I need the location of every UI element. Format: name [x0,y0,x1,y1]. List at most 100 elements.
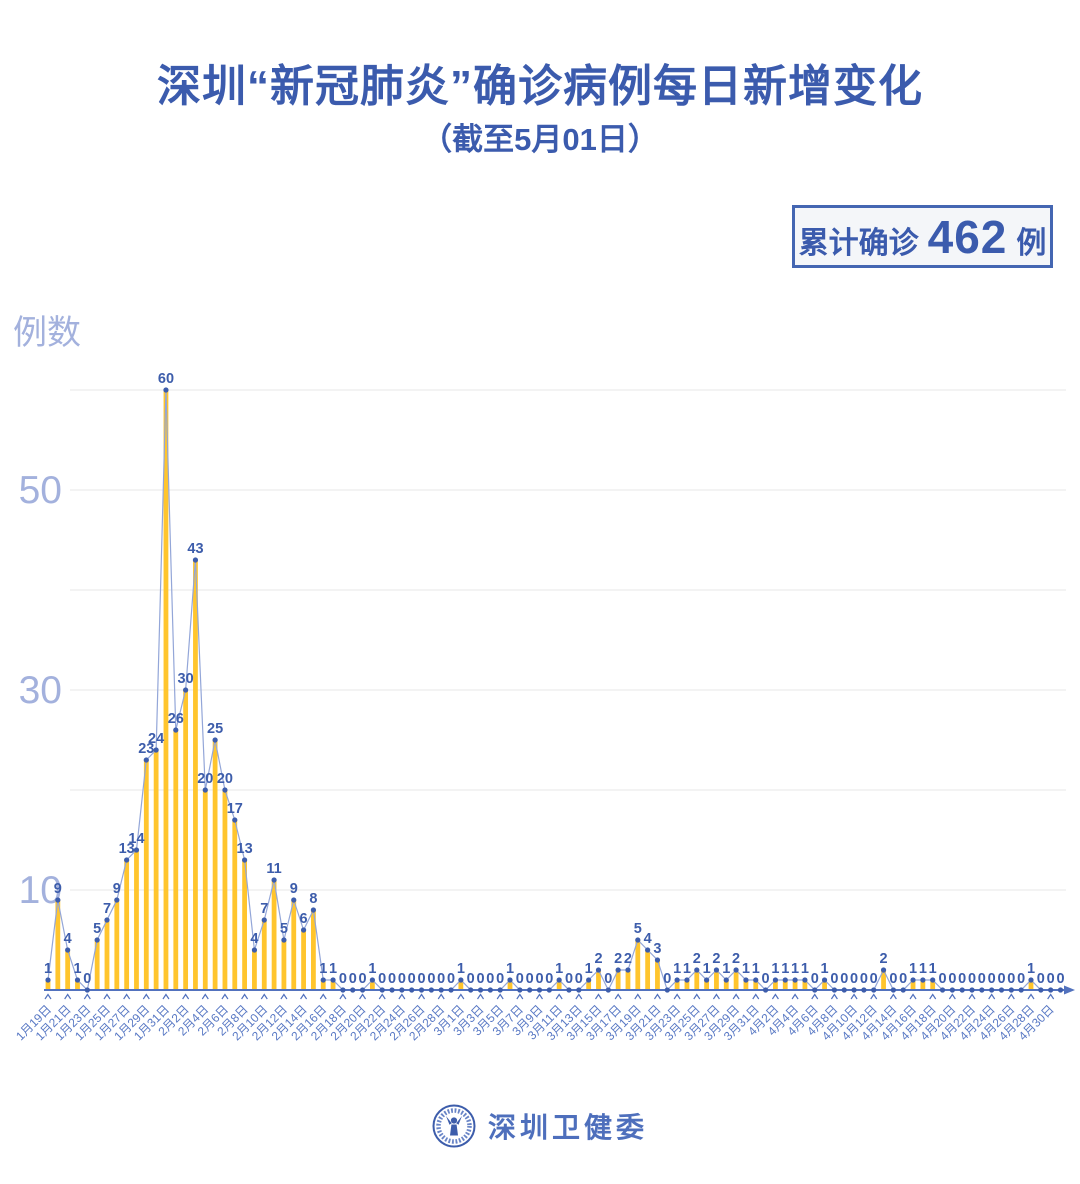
data-point [1057,987,1064,993]
bar [1028,980,1034,990]
data-point [487,987,493,993]
data-point [605,987,611,993]
value-label: 1 [329,961,337,977]
x-tick-caret-icon [673,993,681,1000]
value-label: 0 [830,971,838,987]
data-point [261,917,267,923]
value-label: 5 [280,921,288,937]
data-point [133,847,140,853]
data-point [340,987,346,993]
bar [173,730,179,990]
value-label: 2 [712,951,720,967]
value-label: 0 [663,971,671,987]
value-label: 2 [594,951,602,967]
bar [143,760,149,990]
x-tick-caret-icon [300,993,308,1000]
bar [65,950,71,990]
bar [596,970,601,990]
data-point [753,977,759,983]
bar [252,950,257,990]
x-tick-caret-icon [614,993,622,1000]
data-point [232,817,238,823]
data-point [281,937,287,943]
data-point [900,987,906,993]
x-tick-caret-icon [162,993,170,1000]
data-point [183,687,189,693]
data-point [880,967,887,973]
data-point [222,787,228,793]
bar [743,980,749,990]
data-point [114,897,120,903]
data-point [104,917,110,923]
data-point [851,987,857,993]
value-label: 1 [703,961,711,977]
data-point [507,977,513,983]
data-point [477,987,484,993]
x-tick-caret-icon [712,993,720,1000]
data-point [989,987,995,993]
data-point [939,987,946,993]
value-label: 8 [309,891,317,907]
bar [232,820,238,990]
bar [733,970,739,990]
data-point [704,977,710,983]
cumulative-badge-content: 累计确诊 462 例 [799,210,1047,264]
bar [75,980,80,990]
value-label: 1 [683,961,691,977]
data-point [694,967,700,973]
data-point [350,987,356,993]
value-label: 2 [880,951,888,967]
value-label: 0 [604,971,612,987]
bar [330,980,336,990]
value-label: 0 [427,971,435,987]
value-label: 2 [624,951,632,967]
bar [202,790,208,990]
value-label: 0 [359,971,367,987]
data-point [300,927,307,933]
data-point [212,737,218,743]
value-label: 13 [237,841,253,857]
data-point [890,987,896,993]
x-tick-caret-icon [398,993,406,1000]
value-label: 0 [388,971,396,987]
value-label: 20 [217,771,233,787]
data-point [1028,977,1034,983]
bar [586,980,592,990]
value-label: 0 [476,971,484,987]
value-label: 23 [138,741,154,757]
x-tick-caret-icon [693,993,701,1000]
x-tick-caret-icon [771,993,779,1000]
badge-unit: 例 [1016,226,1047,260]
data-point [389,987,395,993]
logo-person-arm-left [445,1116,452,1125]
bar [458,980,464,990]
value-label: 0 [997,971,1005,987]
value-label: 0 [83,971,91,987]
x-tick-caret-icon [319,993,327,1000]
data-point [84,987,90,993]
value-label: 20 [197,771,213,787]
value-label: 3 [653,941,661,957]
value-label: 7 [260,901,268,917]
value-label: 7 [103,901,111,917]
x-tick-caret-icon [260,993,268,1000]
data-point [723,977,729,983]
bar [369,980,375,990]
bar [822,980,827,990]
bar [94,940,100,990]
data-point [468,987,474,993]
data-point [959,987,965,993]
x-tick-caret-icon [634,993,642,1000]
bar [684,980,690,990]
x-tick-caret-icon [142,993,150,1000]
data-point [635,937,641,943]
data-point [124,857,130,863]
value-label: 0 [850,971,858,987]
value-label: 1 [73,961,81,977]
x-tick-caret-icon [830,993,838,1000]
value-label: 0 [565,971,573,987]
value-label: 4 [644,931,652,947]
x-tick-caret-icon [83,993,91,1000]
data-point [379,987,385,993]
data-line [47,389,1061,992]
